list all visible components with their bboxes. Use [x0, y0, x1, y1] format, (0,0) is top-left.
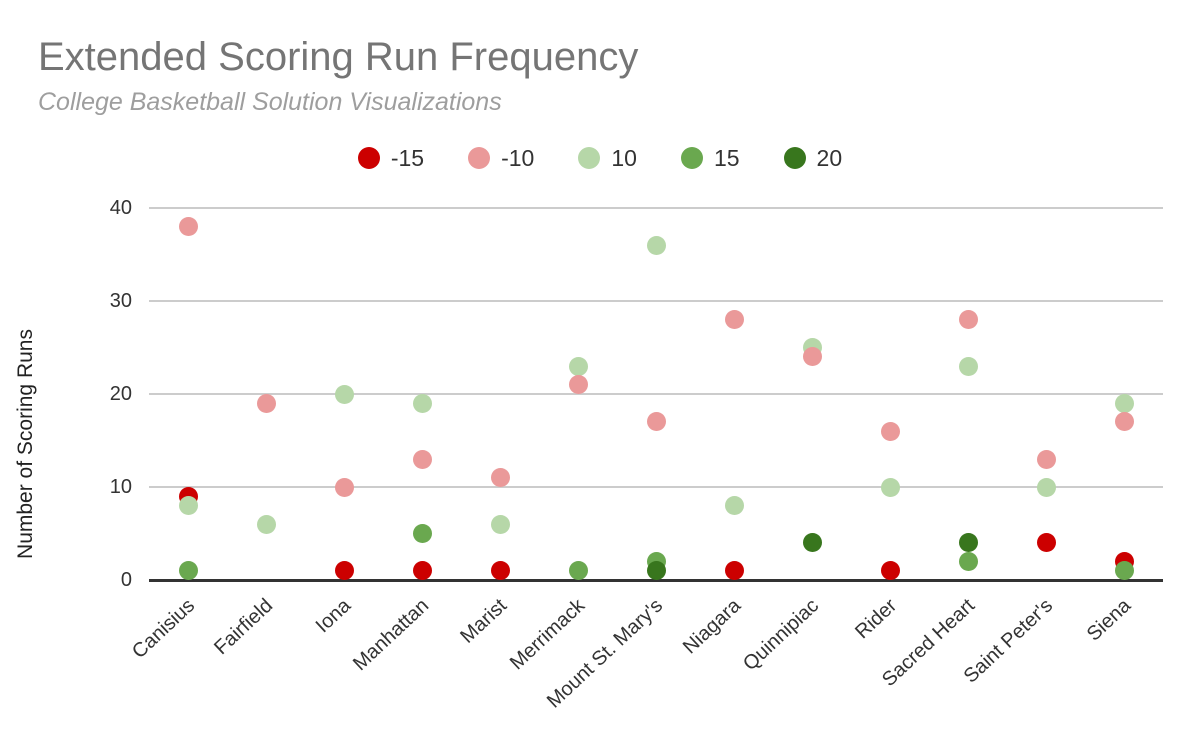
data-point[interactable]: [568, 356, 588, 376]
x-category-label: Niagara: [678, 594, 746, 659]
gridline: [149, 393, 1163, 395]
x-category-label: Rider: [851, 594, 902, 644]
y-tick-label: 10: [109, 476, 132, 498]
legend-item-label: 15: [713, 144, 740, 171]
legend-item-label: 10: [611, 144, 637, 171]
chart-title: Extended Scoring Run Frequency: [38, 35, 639, 79]
data-point[interactable]: [958, 551, 978, 571]
x-category-label: Iona: [311, 594, 356, 638]
y-tick-label: 20: [109, 383, 132, 405]
data-point[interactable]: [958, 310, 978, 330]
legend: -15 -10 10 15 20: [0, 144, 1200, 172]
legend-swatch-icon: [468, 147, 491, 169]
data-point[interactable]: [490, 468, 510, 488]
gridline: [149, 300, 1163, 302]
legend-item-10[interactable]: 10: [578, 145, 637, 172]
x-category-label: Quinnipiac: [739, 594, 824, 676]
data-point[interactable]: [412, 393, 432, 413]
legend-swatch-icon: [357, 147, 380, 169]
x-category-label: Canisius: [128, 594, 200, 663]
gridline: [149, 486, 1163, 488]
legend-item-label: 20: [816, 144, 843, 171]
y-tick-label: 40: [109, 197, 132, 219]
data-point[interactable]: [1114, 412, 1134, 432]
data-point[interactable]: [412, 524, 432, 543]
data-point[interactable]: [334, 477, 354, 497]
x-category-label: Siena: [1082, 594, 1136, 646]
data-point[interactable]: [802, 533, 822, 553]
data-point[interactable]: [1036, 477, 1056, 497]
x-axis-line: [149, 579, 1163, 582]
data-point[interactable]: [490, 561, 510, 581]
data-point[interactable]: [256, 514, 276, 534]
data-point[interactable]: [880, 561, 900, 581]
data-point[interactable]: [568, 375, 588, 395]
y-axis-title: Number of Scoring Runs: [14, 329, 37, 559]
data-point[interactable]: [724, 561, 744, 581]
data-point[interactable]: [1036, 449, 1056, 469]
x-category-label: Marist: [456, 594, 512, 648]
data-point[interactable]: [646, 412, 666, 432]
data-point[interactable]: [1114, 561, 1134, 581]
legend-swatch-icon: [578, 147, 601, 169]
data-point[interactable]: [178, 496, 198, 516]
legend-swatch-icon: [783, 147, 806, 169]
data-point[interactable]: [568, 561, 588, 581]
data-point[interactable]: [880, 477, 900, 497]
y-tick-label: 0: [120, 569, 132, 591]
data-point[interactable]: [334, 384, 354, 404]
data-point[interactable]: [412, 561, 432, 581]
data-point[interactable]: [880, 421, 900, 441]
legend-item-20[interactable]: 20: [783, 144, 843, 172]
legend-item-label: -10: [501, 144, 535, 171]
data-point[interactable]: [802, 347, 822, 367]
data-point[interactable]: [724, 496, 744, 516]
legend-item-label: -15: [390, 144, 425, 171]
data-point[interactable]: [646, 235, 666, 255]
chart-subtitle: College Basketball Solution Visualizatio…: [38, 88, 502, 116]
data-point[interactable]: [256, 393, 276, 413]
legend-swatch-icon: [680, 147, 703, 169]
data-point[interactable]: [334, 561, 354, 581]
x-category-label: Fairfield: [210, 594, 278, 660]
legend-item--10[interactable]: -10: [468, 145, 534, 172]
data-point[interactable]: [178, 217, 198, 237]
data-point[interactable]: [646, 561, 666, 581]
data-point[interactable]: [1114, 393, 1134, 413]
data-point[interactable]: [958, 356, 978, 376]
data-point[interactable]: [490, 514, 510, 534]
data-point[interactable]: [724, 310, 744, 330]
data-point[interactable]: [412, 449, 432, 469]
x-category-label: Manhattan: [349, 594, 434, 676]
data-point[interactable]: [1036, 533, 1056, 553]
data-point[interactable]: [958, 533, 978, 553]
legend-item-15[interactable]: 15: [680, 144, 740, 172]
data-point[interactable]: [178, 561, 198, 581]
y-tick-label: 30: [109, 290, 132, 312]
gridline: [149, 207, 1163, 209]
legend-item--15[interactable]: -15: [357, 144, 425, 172]
